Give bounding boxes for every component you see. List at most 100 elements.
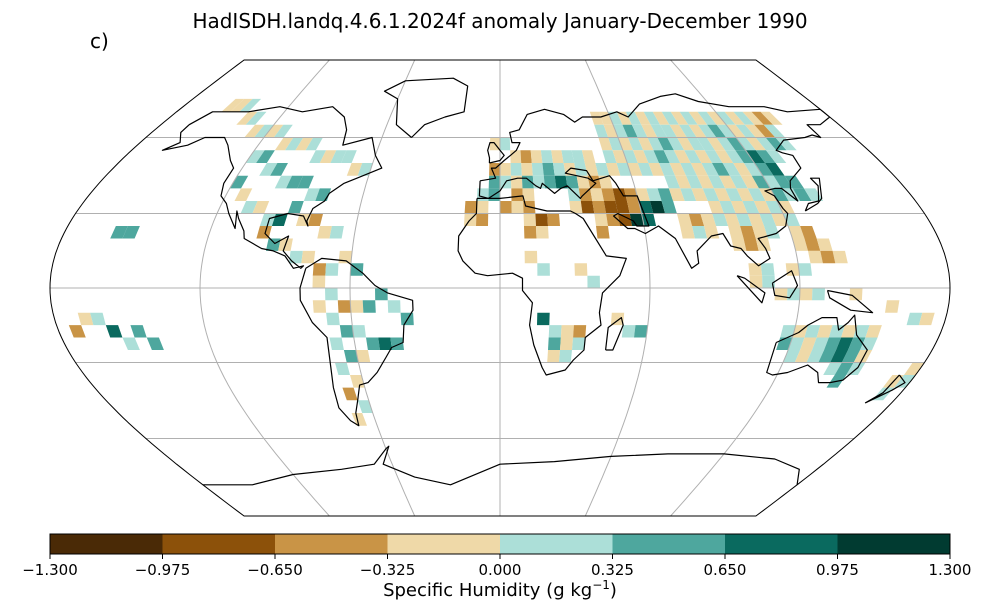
anomaly-cell (836, 337, 854, 350)
graticule-meridian (349, 60, 416, 516)
anomaly-cell (330, 150, 347, 163)
anomaly-cell (719, 201, 736, 214)
anomaly-cell (804, 238, 821, 251)
anomaly-cell (754, 124, 776, 138)
anomaly-cell (548, 325, 562, 338)
anomaly-cell (524, 250, 538, 264)
anomaly-cell (343, 350, 359, 363)
anomaly-cell (68, 325, 86, 338)
anomaly-cell (500, 137, 511, 151)
anomaly-cell (627, 137, 644, 151)
anomaly-cell (755, 137, 777, 151)
colorbar-swatch (275, 534, 388, 554)
anomaly-cell (641, 124, 658, 138)
anomaly-cell (697, 124, 717, 138)
anomaly-cell (122, 226, 140, 239)
anomaly-cell (726, 124, 746, 138)
anomaly-cell (590, 188, 604, 201)
anomaly-cell (627, 163, 643, 176)
anomaly-cell (286, 175, 303, 189)
colorbar-tick-label: −0.650 (247, 561, 303, 579)
anomaly-cell (263, 124, 284, 138)
anomaly-cell (730, 201, 748, 214)
anomaly-cell (765, 137, 787, 151)
anomaly-cell (303, 188, 320, 201)
anomaly-cell (621, 325, 636, 338)
anomaly-cell (766, 150, 787, 163)
anomaly-cell (500, 201, 512, 214)
anomaly-cell (603, 124, 618, 138)
anomaly-cell (669, 124, 687, 138)
anomaly-cell (536, 226, 549, 239)
anomaly-cell (378, 337, 392, 350)
colorbar-swatch (500, 534, 613, 554)
anomaly-cell (668, 188, 685, 201)
anomaly-cell (326, 312, 340, 326)
anomaly-cell (273, 124, 293, 138)
colorbar-swatch (612, 534, 726, 554)
anomaly-cell (762, 175, 782, 189)
anomaly-cell (759, 188, 777, 201)
anomaly-cell (774, 288, 788, 301)
graticule-meridian (199, 60, 330, 516)
anomaly-cell (736, 188, 754, 201)
anomaly-cell (565, 175, 579, 189)
anomaly-cell (667, 137, 685, 151)
anomaly-cell (708, 175, 726, 189)
anomaly-cell (762, 275, 775, 288)
anomaly-cell (547, 350, 560, 363)
anomaly-cell (849, 288, 863, 301)
anomaly-cell (690, 163, 708, 176)
anomaly-cell (312, 263, 327, 276)
anomaly-cell (122, 337, 140, 350)
anomaly-cell (325, 263, 339, 276)
anomaly-cell (581, 150, 596, 163)
anomaly-cell (794, 350, 813, 363)
anomaly-cell (777, 201, 795, 214)
anomaly-cell (634, 325, 648, 338)
anomaly-cell (355, 350, 371, 363)
colorbar-swatch (837, 534, 951, 554)
anomaly-cell (713, 188, 731, 201)
anomaly-cell (259, 213, 276, 226)
anomaly-cell (760, 111, 783, 125)
anomaly-cell (603, 201, 618, 214)
anomaly-cell (718, 175, 737, 189)
anomaly-cell (637, 137, 654, 151)
coastline (383, 77, 469, 138)
anomaly-cell (543, 175, 557, 189)
anomaly-cell (574, 263, 588, 276)
anomaly-cell (816, 238, 833, 251)
anomaly-cell (594, 213, 608, 226)
anomaly-cell (841, 325, 858, 338)
anomaly-cell (841, 350, 861, 363)
colorbar-tick-label: 0.650 (704, 561, 747, 579)
anomaly-cell (301, 250, 316, 264)
anomaly-cell (715, 111, 736, 125)
anomaly-cell (673, 150, 691, 163)
colorbar-tick-label: 1.300 (929, 561, 972, 579)
anomaly-cell (317, 226, 332, 239)
anomaly-cell (706, 111, 727, 125)
anomaly-cell (537, 263, 550, 276)
anomaly-cell (751, 111, 774, 125)
graticule (50, 60, 950, 516)
anomaly-cell (752, 226, 768, 239)
colorbar-swatch (50, 534, 163, 554)
anomaly-cell (607, 111, 623, 125)
anomaly-cell (714, 150, 734, 163)
coastlines (161, 77, 906, 486)
coastline (161, 106, 383, 269)
anomaly-cell (464, 201, 477, 214)
anomaly-cell (350, 300, 364, 313)
anomaly-cell (351, 413, 367, 426)
anomaly-cell (799, 288, 813, 301)
anomaly-cell (707, 201, 724, 214)
anomaly-cell (679, 124, 697, 138)
anomaly-cell (520, 150, 532, 163)
anomaly-cell (661, 201, 677, 214)
colorbar-tick-label: 0.975 (816, 561, 859, 579)
anomaly-cell (740, 226, 756, 239)
anomaly-cell (476, 213, 489, 226)
anomaly-cell (650, 124, 668, 138)
